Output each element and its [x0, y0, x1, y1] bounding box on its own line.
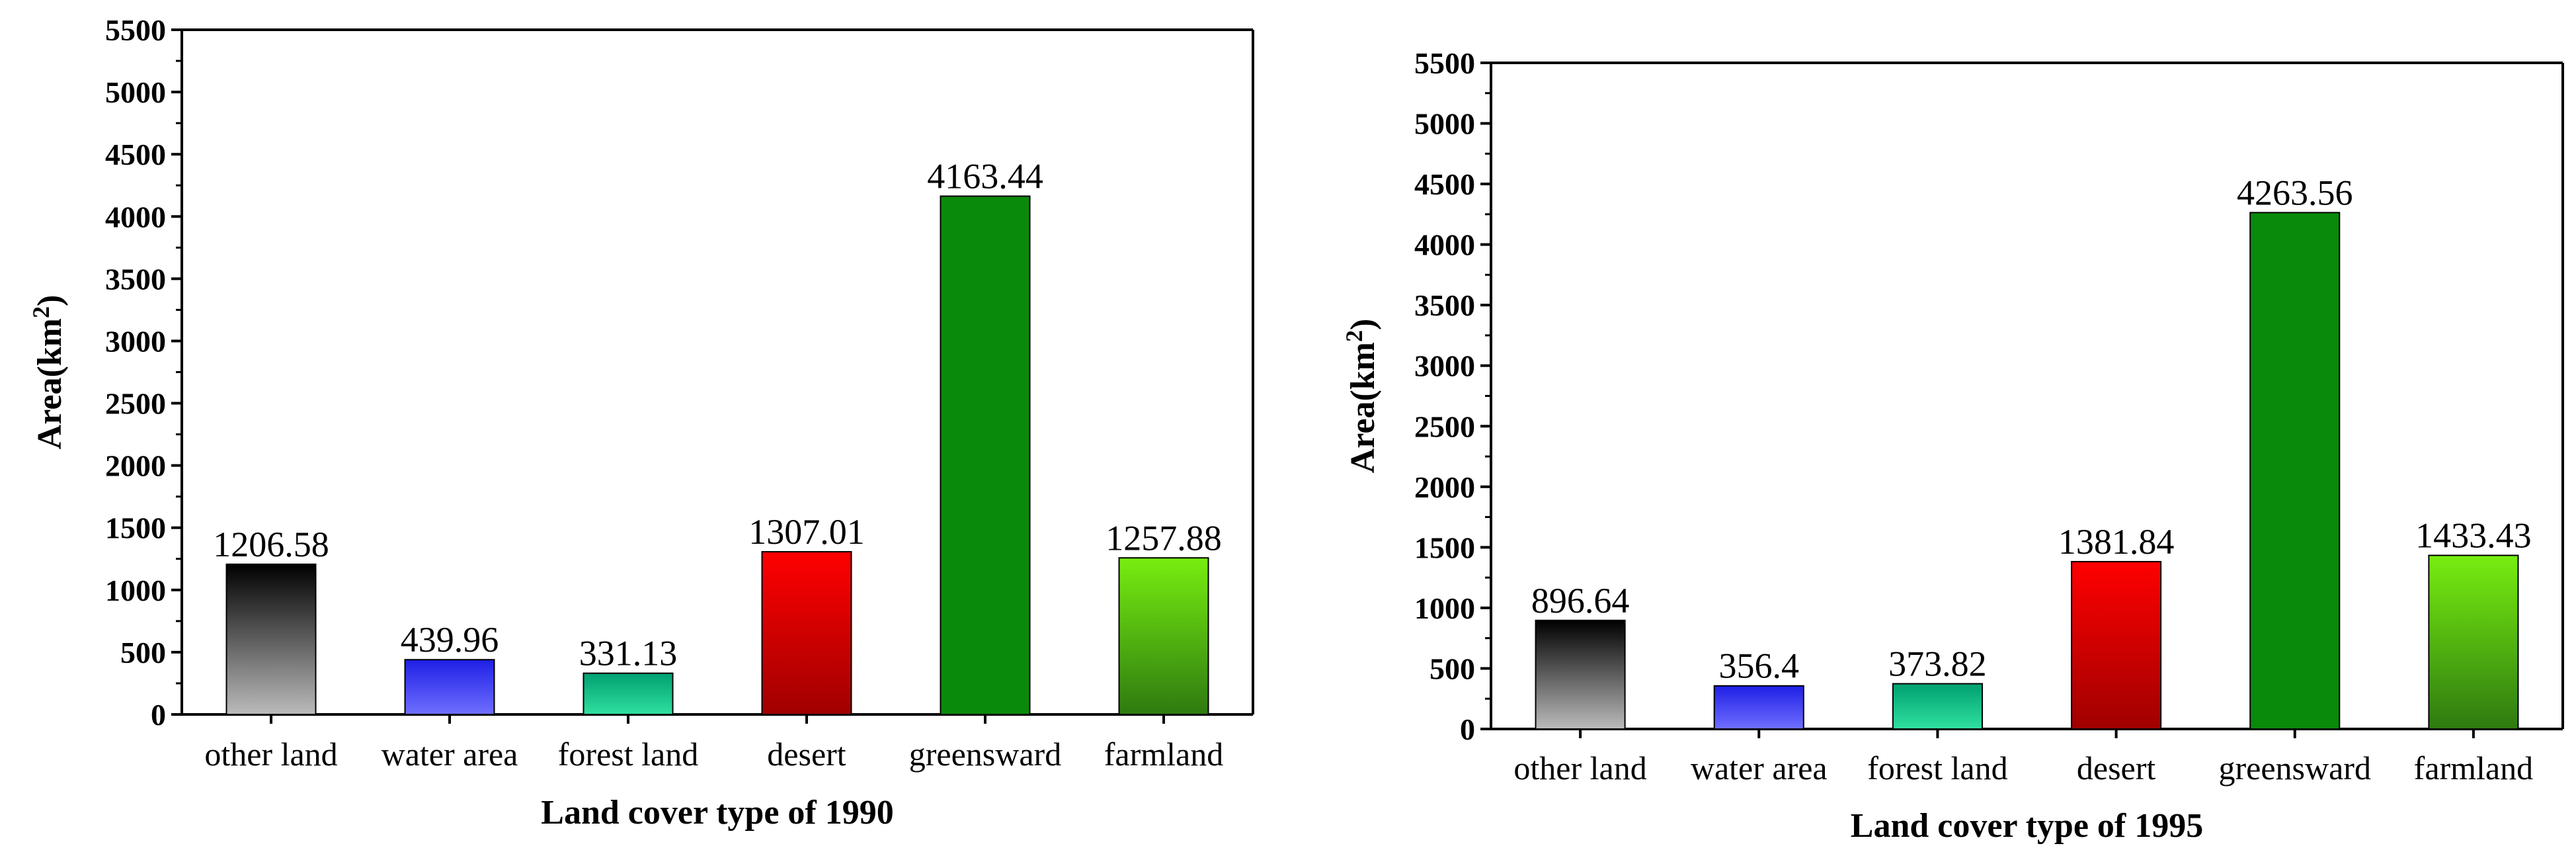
- x-axis-title: Land cover type of 1990: [541, 794, 893, 832]
- y-tick-label: 5500: [105, 13, 166, 47]
- y-tick-label: 4500: [1414, 167, 1475, 201]
- y-tick-label: 2500: [105, 387, 166, 421]
- chart-panel-1995: 0 500 1000 1500 2000 2500 3000 3500 4000 4500 5000…: [1341, 46, 2564, 845]
- y-tick-label: 3000: [1414, 349, 1475, 383]
- y-tick-label: 5000: [1414, 107, 1475, 141]
- y-axis-title: Area(km2): [28, 295, 69, 450]
- x-tick-label: greensward: [909, 736, 1061, 773]
- y-tick-label: 3500: [1414, 288, 1475, 322]
- bar-greensward: [940, 195, 1031, 715]
- bar-water-area: [404, 659, 495, 715]
- y-tick-label: 4000: [1414, 228, 1475, 262]
- x-tick-label: desert: [767, 736, 846, 773]
- y-tick-label: 2500: [1414, 409, 1475, 443]
- bar-value-label: 1381.84: [2058, 522, 2175, 562]
- x-tick-label: farmland: [1104, 736, 1223, 773]
- bar-value-label: 1257.88: [1106, 518, 1222, 558]
- bar-desert: [2071, 560, 2162, 730]
- y-tick-label: 3500: [105, 262, 166, 296]
- x-tick-label: forest land: [1867, 749, 2007, 787]
- y-tick-label: 1000: [1414, 591, 1475, 625]
- bar-value-label: 331.13: [579, 634, 678, 673]
- x-tick-label: greensward: [2219, 749, 2371, 787]
- y-tick-label: 0: [151, 698, 166, 732]
- bar-other-land: [225, 563, 317, 716]
- y-tick-label: 3000: [105, 324, 166, 358]
- x-tick-label: other land: [1513, 749, 1646, 787]
- y-tick-label: 0: [1460, 712, 1475, 746]
- x-tick-label: desert: [2077, 749, 2155, 787]
- y-axis-title: Area(km2): [1341, 319, 1382, 474]
- y-tick-label: 500: [120, 636, 166, 669]
- y-tick-label: 2000: [1414, 470, 1475, 504]
- y-tick-label: 5500: [1414, 46, 1475, 80]
- x-tick-label: water area: [382, 736, 518, 773]
- y-tick-label: 5000: [105, 75, 166, 109]
- y-tick-label: 1500: [1414, 531, 1475, 564]
- bar-water-area: [1713, 685, 1804, 730]
- x-tick-label: farmland: [2414, 749, 2533, 787]
- bar-value-label: 1307.01: [748, 512, 865, 552]
- bar-farmland: [1118, 557, 1209, 715]
- x-tick-label: forest land: [558, 736, 698, 773]
- bar-value-label: 356.4: [1719, 646, 1800, 686]
- y-tick-label: 500: [1429, 652, 1475, 685]
- y-tick-label: 4000: [105, 200, 166, 234]
- bar-value-label: 896.64: [1531, 581, 1630, 621]
- bar-value-label: 1433.43: [2415, 516, 2532, 556]
- bar-other-land: [1535, 619, 1626, 730]
- bar-value-label: 439.96: [401, 620, 499, 660]
- bar-forest-land: [1892, 683, 1983, 730]
- bar-forest-land: [583, 672, 674, 716]
- bar-value-label: 4263.56: [2237, 173, 2353, 212]
- bar-desert: [761, 551, 852, 716]
- x-tick-label: other land: [204, 736, 337, 773]
- x-axis-title: Land cover type of 1995: [1851, 807, 2203, 845]
- bar-value-label: 373.82: [1888, 644, 1987, 684]
- y-tick-label: 2000: [105, 449, 166, 483]
- y-tick-label: 1500: [105, 511, 166, 545]
- bar-farmland: [2428, 554, 2519, 730]
- y-tick-label: 4500: [105, 138, 166, 171]
- bar-value-label: 1206.58: [213, 525, 329, 564]
- bar-value-label: 4163.44: [927, 157, 1043, 196]
- x-tick-label: water area: [1691, 749, 1828, 787]
- bar-greensward: [2249, 212, 2341, 730]
- chart-panel-1990: 0 500 1000 1500 2000 2500 3000 3500 4000 4500 5000…: [28, 13, 1254, 832]
- y-tick-label: 1000: [105, 574, 166, 607]
